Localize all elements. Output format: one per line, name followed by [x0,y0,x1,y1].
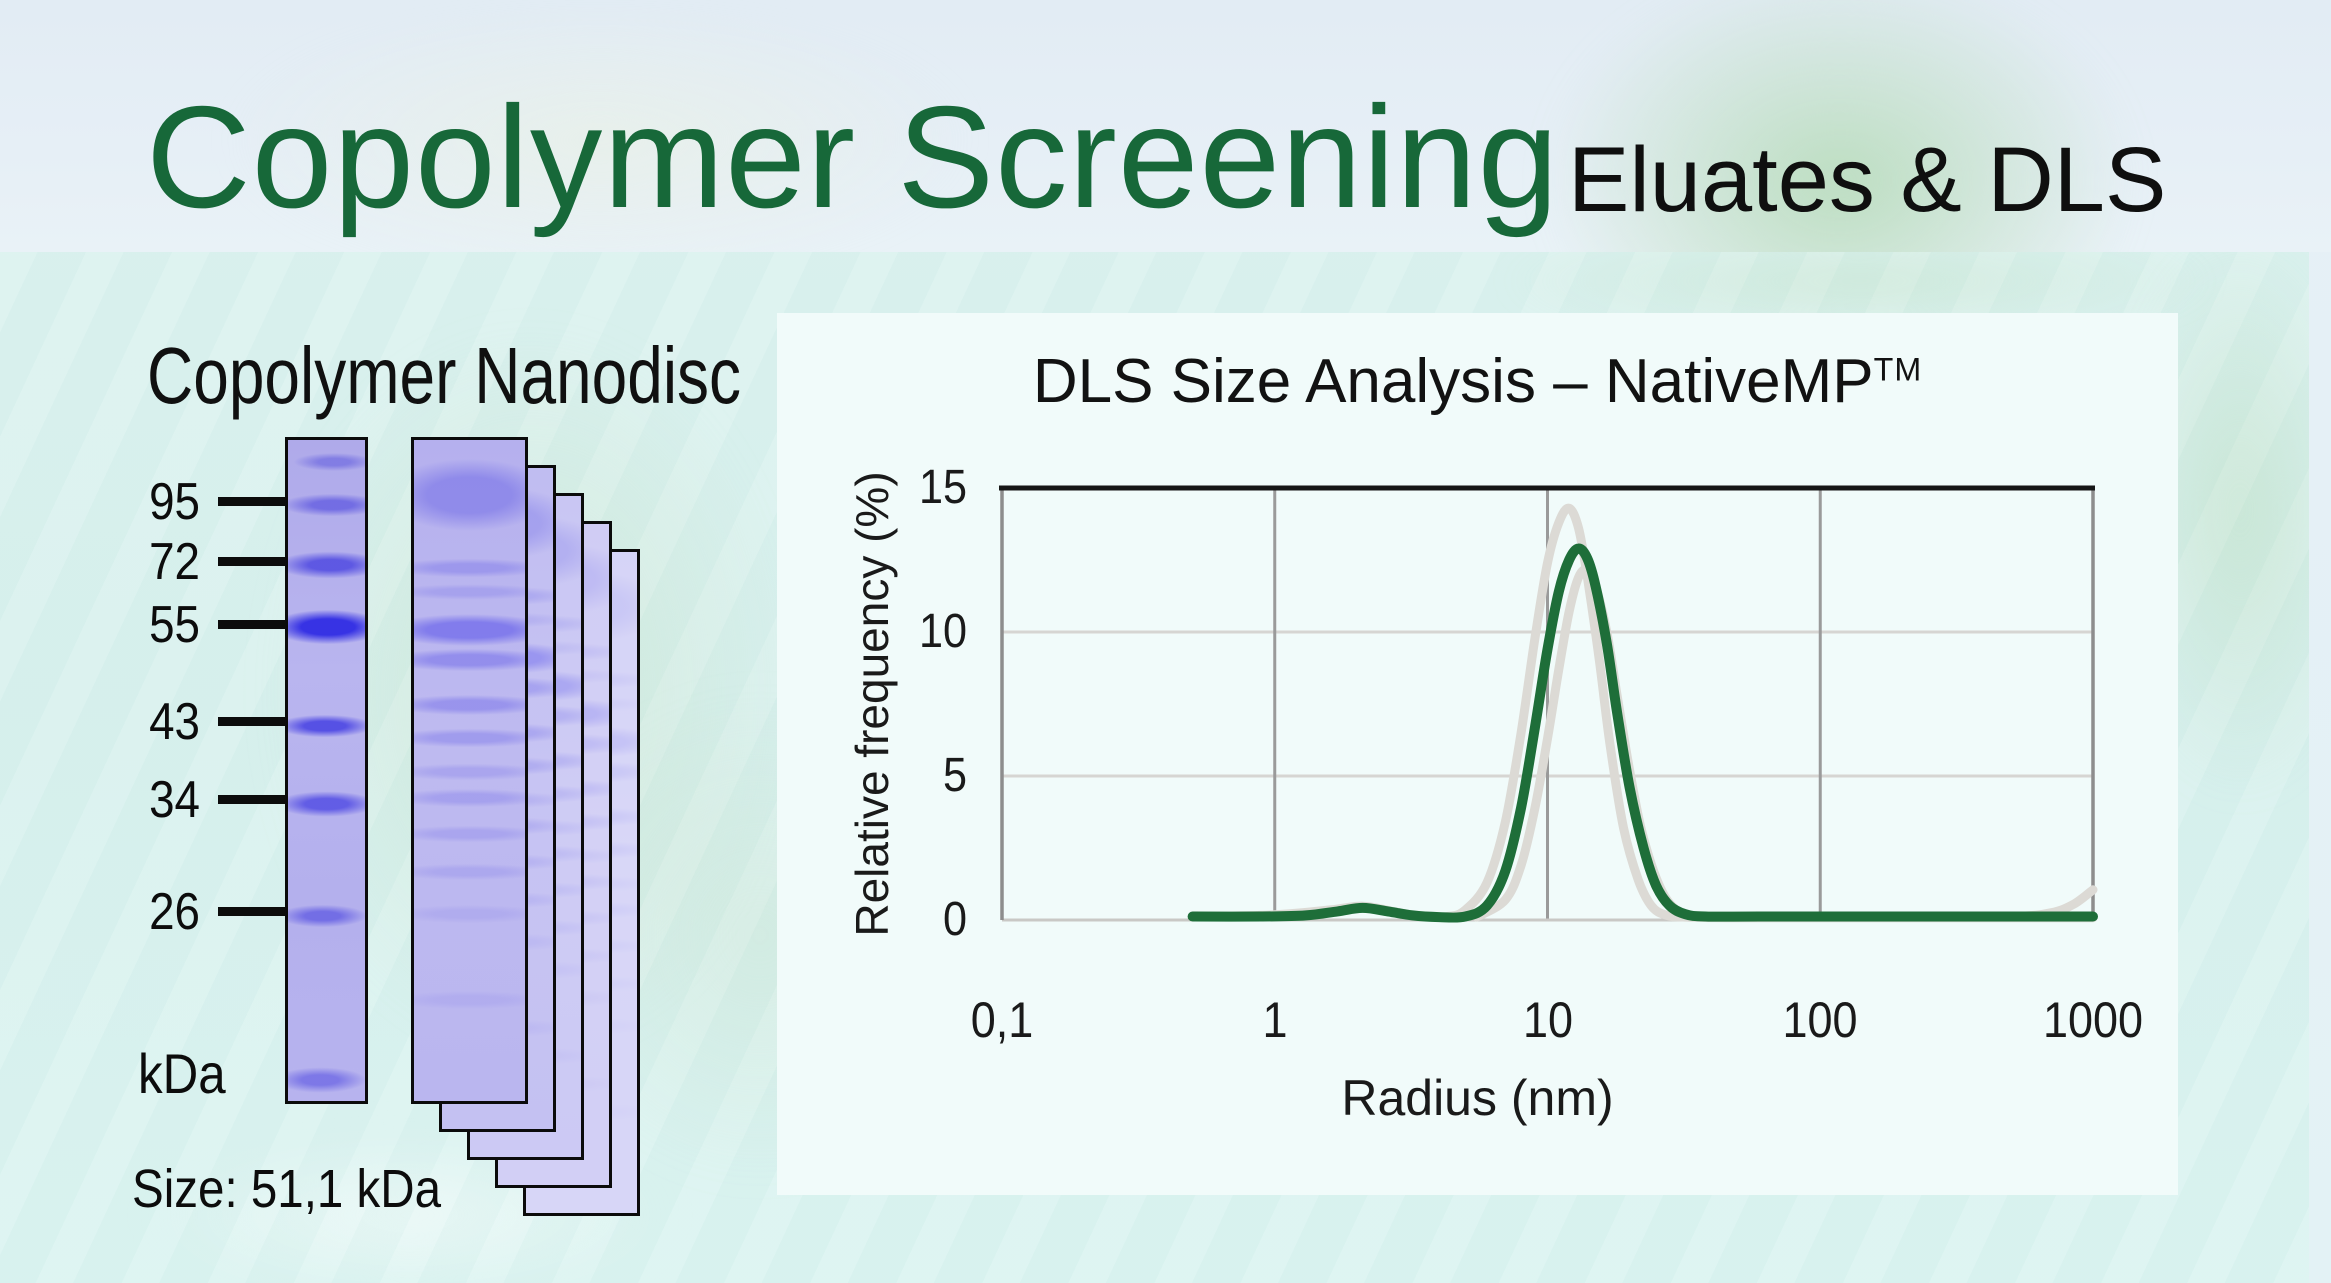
y-tick-label-0: 0 [942,893,967,946]
gel-size-result: Size: 51,1 kDa [132,1159,442,1219]
chart-title: DLS Size Analysis – NativeMPTM [777,351,2178,413]
dls-plot-svg [999,485,2098,923]
marker-label-55: 55 [149,596,200,654]
x-tick-label-100: 100 [1782,992,1858,1048]
curve-replicate-gray-short [1472,565,2098,923]
gel-lane-eluate-1 [411,437,528,1104]
marker-label-26: 26 [149,883,200,941]
marker-tick-55 [218,620,286,629]
x-tick-label-10: 10 [1522,992,1573,1048]
marker-tick-34 [218,795,286,804]
marker-tick-72 [218,557,286,566]
dls-chart-panel: DLS Size Analysis – NativeMPTM Relative … [777,313,2178,1195]
marker-label-95: 95 [149,473,200,531]
curve-nativemp-main [1187,543,2098,923]
x-tick-label-1: 1 [1262,992,1288,1048]
y-axis-label: Relative frequency (%) [846,471,898,937]
x-tick-label-1000: 1000 [2042,992,2144,1048]
marker-label-34: 34 [149,771,200,829]
chart-title-text: DLS Size Analysis – NativeMP [1032,347,1874,416]
y-tick-label-15: 15 [918,461,967,514]
y-tick-label-10: 10 [918,605,967,658]
gel-heading: Copolymer Nanodisc [147,331,742,420]
marker-tick-26 [218,907,286,916]
x-tick-label-0,1: 0,1 [970,992,1034,1048]
marker-label-72: 72 [149,533,200,591]
slide-subtitle: Eluates & DLS [1568,129,2167,231]
marker-tick-43 [218,717,286,726]
y-tick-label-5: 5 [942,749,967,802]
marker-tick-95 [218,497,286,506]
gel-lane-ladder [285,437,368,1104]
gel-unit-label: kDa [138,1042,226,1105]
x-axis-label: Radius (nm) [1341,1070,1614,1126]
slide-title: Copolymer Screening [146,76,1560,238]
trademark-superscript: TM [1873,351,1923,388]
right-edge-strip [2309,0,2331,1283]
marker-label-43: 43 [149,693,200,751]
